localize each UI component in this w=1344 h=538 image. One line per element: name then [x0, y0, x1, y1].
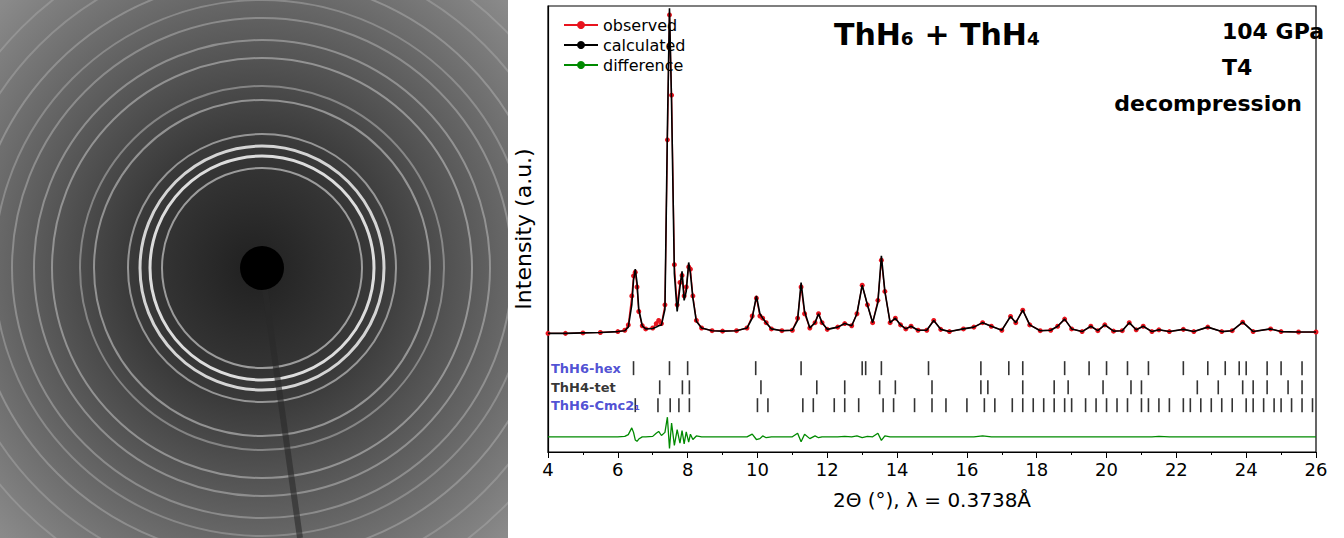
- svg-text:ThH6-hex: ThH6-hex: [551, 361, 622, 376]
- svg-text:14: 14: [886, 459, 909, 480]
- svg-text:104 GPa: 104 GPa: [1222, 19, 1324, 44]
- svg-text:observed: observed: [603, 16, 677, 35]
- svg-text:22: 22: [1165, 459, 1188, 480]
- svg-text:Intensity (a.u.): Intensity (a.u.): [511, 148, 536, 309]
- svg-text:24: 24: [1235, 459, 1258, 480]
- svg-text:ThH6-Cmc2₁: ThH6-Cmc2₁: [551, 398, 640, 413]
- svg-text:26: 26: [1305, 459, 1328, 480]
- svg-text:calculated: calculated: [603, 36, 686, 55]
- svg-text:10: 10: [746, 459, 769, 480]
- svg-text:T4: T4: [1222, 55, 1252, 80]
- svg-text:8: 8: [682, 459, 693, 480]
- svg-text:2Θ (°), λ = 0.3738Å: 2Θ (°), λ = 0.3738Å: [833, 488, 1031, 512]
- svg-text:ThH4-tet: ThH4-tet: [551, 380, 616, 395]
- svg-text:20: 20: [1095, 459, 1118, 480]
- svg-text:18: 18: [1025, 459, 1048, 480]
- svg-text:decompression: decompression: [1114, 91, 1302, 116]
- svg-text:12: 12: [816, 459, 839, 480]
- svg-text:16: 16: [955, 459, 978, 480]
- svg-text:ThH₆ + ThH₄: ThH₆ + ThH₄: [834, 17, 1040, 52]
- svg-text:6: 6: [612, 459, 623, 480]
- svg-text:4: 4: [542, 459, 553, 480]
- svg-text:difference: difference: [603, 55, 684, 75]
